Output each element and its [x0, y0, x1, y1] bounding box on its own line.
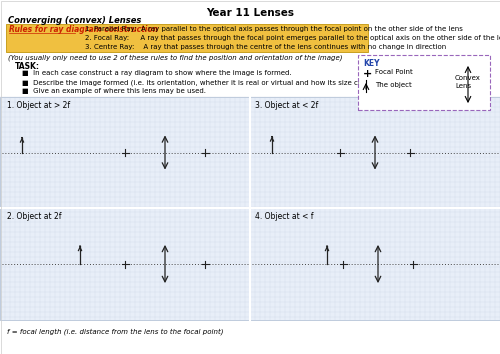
Bar [6, 24, 368, 52]
Text: ■  Describe the image formed (i.e. its orientation, whether it is real or virtua: ■ Describe the image formed (i.e. its or… [22, 79, 438, 86]
Text: 3. Object at < 2f: 3. Object at < 2f [255, 101, 318, 110]
Text: 4. Object at < f: 4. Object at < f [255, 212, 314, 221]
Text: TASK:: TASK: [15, 62, 40, 71]
Text: ■  Give an example of where this lens may be used.: ■ Give an example of where this lens may… [22, 88, 206, 94]
Text: (You usually only need to use 2 of these rules to find the position and orientat: (You usually only need to use 2 of these… [8, 54, 342, 61]
Text: ■  In each case construct a ray diagram to show where the image is formed.: ■ In each case construct a ray diagram t… [22, 70, 291, 76]
Text: f = focal length (i.e. distance from the lens to the focal point): f = focal length (i.e. distance from the… [7, 328, 224, 335]
Text: The object: The object [375, 82, 412, 88]
Text: Year 11 Lenses: Year 11 Lenses [206, 8, 294, 18]
Text: 1. Parallel Ray:  A ray parallel to the optical axis passes through the focal po: 1. Parallel Ray: A ray parallel to the o… [85, 26, 463, 32]
Bar [0, 97, 500, 320]
Text: Convex
Lens: Convex Lens [455, 75, 481, 88]
Text: Rules for ray diagram construction: Rules for ray diagram construction [9, 25, 158, 34]
Text: 2. Focal Ray:     A ray that passes through the focal point emerges parallel to : 2. Focal Ray: A ray that passes through … [85, 35, 500, 41]
Bar [358, 55, 490, 110]
Text: 3. Centre Ray:    A ray that passes through the centre of the lens continues wit: 3. Centre Ray: A ray that passes through… [85, 44, 446, 50]
Text: 1. Object at > 2f: 1. Object at > 2f [7, 101, 70, 110]
Text: Converging (convex) Lenses: Converging (convex) Lenses [8, 16, 141, 25]
Text: 2. Object at 2f: 2. Object at 2f [7, 212, 62, 221]
Text: Focal Point: Focal Point [375, 69, 413, 75]
Text: +: + [363, 69, 372, 79]
Text: KEY: KEY [363, 59, 380, 68]
